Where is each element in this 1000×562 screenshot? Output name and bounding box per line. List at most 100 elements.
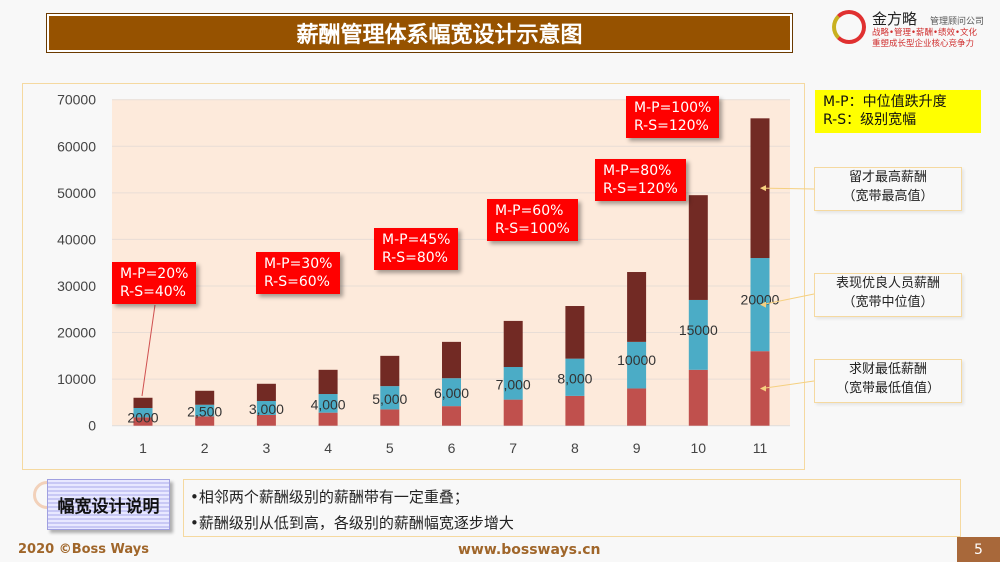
note-arrow: [761, 187, 815, 190]
bar-segment-mid: [133, 408, 153, 418]
note-arrowhead: [760, 185, 766, 192]
note-arrowhead: [760, 301, 766, 308]
x-tick-label: 4: [324, 440, 332, 456]
bar-segment-max: [256, 383, 276, 402]
note-arrow: [761, 380, 815, 389]
data-label: 7,000: [496, 376, 531, 392]
callout-mp: M-P=80%: [603, 163, 672, 179]
bar-segment-mid: [750, 258, 770, 352]
logo-company: 管理顾问公司: [930, 17, 985, 27]
y-tick-label: 60000: [57, 138, 96, 154]
bar-segment-mid: [627, 341, 647, 389]
callout-mp: M-P=45%: [382, 232, 451, 248]
x-tick-label: 2: [201, 440, 209, 456]
explain-box: •相邻两个薪酬级别的薪酬带有一定重叠； •薪酬级别从低到高，各级别的薪酬幅宽逐步…: [183, 479, 961, 537]
callout-rs: R-S=120%: [603, 181, 678, 197]
bar-segment-min: [627, 388, 647, 426]
data-label: 4,000: [311, 396, 346, 412]
bar-segment-min: [688, 369, 708, 426]
x-tick-label: 5: [386, 440, 394, 456]
data-label: 20000: [741, 292, 780, 308]
logo-brand: 金方略: [872, 10, 918, 28]
callout-mp: M-P=30%: [264, 256, 333, 272]
x-tick-label: 6: [448, 440, 456, 456]
data-label: 6,000: [434, 385, 469, 401]
x-tick-label: 10: [691, 440, 707, 456]
bar-segment-max: [750, 118, 770, 259]
callout-mp: M-P=100%: [634, 100, 712, 116]
data-label: 3,000: [249, 401, 284, 417]
data-label: 15000: [679, 322, 718, 338]
bar-segment-min: [750, 351, 770, 426]
callout-rs: R-S=60%: [264, 274, 330, 290]
y-tick-label: 10000: [57, 371, 96, 387]
page-title: 薪酬管理体系幅宽设计示意图: [46, 13, 793, 53]
data-label: 2,500: [187, 404, 222, 420]
bar-segment-min: [133, 417, 153, 426]
x-tick-label: 11: [753, 440, 768, 456]
x-tick-label: 8: [571, 440, 579, 456]
x-tick-label: 1: [139, 440, 147, 456]
note-sub: （宽带最低值值）: [835, 381, 940, 396]
x-tick-label: 9: [633, 440, 641, 456]
note-title: 留才最高薪酬: [848, 170, 927, 185]
note-mid: 表现优良人员薪酬 （宽带中位值）: [814, 273, 962, 317]
x-tick-label: 3: [263, 440, 271, 456]
callout-rs: R-S=40%: [120, 284, 186, 300]
y-tick-label: 50000: [57, 185, 96, 201]
logo-emblem-icon: [832, 10, 866, 44]
footer-copyright: 2020 ©Boss Ways: [18, 542, 150, 557]
callout-grade-3: M-P=30% R-S=60%: [256, 252, 341, 294]
bar-segment-mid: [380, 386, 400, 410]
note-arrow: [761, 293, 815, 306]
bar-segment-max: [442, 341, 461, 379]
y-tick-label: 30000: [57, 278, 96, 294]
callout-rs: R-S=100%: [495, 221, 570, 237]
y-tick-label: 20000: [57, 325, 96, 341]
bar-segment-min: [318, 412, 338, 426]
bar-segment-min: [256, 414, 276, 426]
bar-segment-mid: [318, 394, 338, 413]
bar-segment-mid: [565, 358, 585, 396]
y-tick-label: 0: [88, 418, 96, 434]
bar-segment-max: [318, 369, 338, 395]
bar-segment-min: [442, 406, 461, 426]
bar-segment-mid: [256, 401, 276, 415]
legend-mp: M-P：中位值跌升度: [823, 94, 947, 110]
note-title: 求财最低薪酬: [848, 362, 927, 377]
callout-rs: R-S=120%: [634, 118, 709, 134]
callout-mp: M-P=60%: [495, 203, 564, 219]
callout-mp: M-P=20%: [120, 266, 189, 282]
explain-label: 幅宽设计说明: [47, 479, 170, 530]
logo-slogan-1: 战略•管理•薪酬•绩效•文化: [872, 28, 978, 38]
bar-segment-max: [627, 272, 647, 342]
note-arrowhead: [760, 385, 766, 392]
bar-segment-mid: [688, 299, 708, 370]
bar-segment-max: [380, 355, 400, 387]
company-logo: 金方略 管理顾问公司 战略•管理•薪酬•绩效•文化 重塑成长型企业核心竞争力: [832, 8, 997, 49]
bar-segment-min: [380, 409, 400, 426]
bar-segment-max: [133, 397, 153, 409]
bar-segment-mid: [195, 404, 215, 417]
callout-rs: R-S=80%: [382, 250, 448, 266]
y-tick-label: 70000: [57, 92, 96, 108]
legend-rs: R-S：级别宽幅: [823, 112, 917, 128]
callout-arrow: [141, 304, 156, 397]
data-label: 10000: [617, 352, 656, 368]
callout-grade-7: M-P=60% R-S=100%: [487, 199, 578, 241]
bar-segment-max: [565, 306, 585, 359]
callout-grade-1: M-P=20% R-S=40%: [112, 262, 197, 304]
bar-segment-mid: [503, 367, 523, 400]
explain-bullet: •薪酬级别从低到高，各级别的薪酬幅宽逐步增大: [190, 514, 514, 532]
footer-url[interactable]: www.bossways.cn: [458, 542, 601, 558]
bar-segment-min: [565, 395, 585, 426]
note-title: 表现优良人员薪酬: [835, 276, 940, 291]
y-tick-label: 40000: [57, 231, 96, 247]
bar-segment-max: [503, 320, 523, 368]
note-min: 求财最低薪酬 （宽带最低值值）: [814, 359, 962, 403]
data-label: 5,000: [372, 391, 407, 407]
callout-grade-11: M-P=100% R-S=120%: [626, 96, 720, 138]
bar-segment-max: [195, 390, 215, 405]
bar-segment-mid: [442, 378, 461, 407]
note-max: 留才最高薪酬 （宽带最高值）: [814, 167, 962, 211]
